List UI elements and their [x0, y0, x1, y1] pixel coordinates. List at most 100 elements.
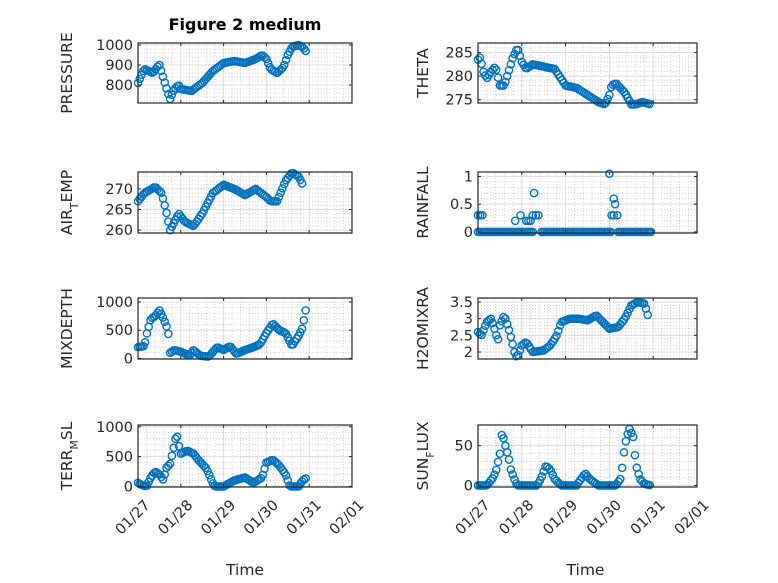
data-point — [508, 339, 517, 349]
y-tick-label: 1 — [464, 169, 473, 185]
data-point — [172, 212, 182, 221]
data-point — [164, 329, 173, 339]
data-point — [493, 457, 503, 467]
data-point — [172, 432, 182, 442]
y-label-rest: SL — [58, 421, 76, 440]
data-point — [506, 465, 516, 474]
y-axis-label: SUNFLUX — [414, 421, 437, 490]
y-label-main: SUN — [414, 458, 432, 491]
data-point — [628, 432, 638, 442]
axes-box — [477, 424, 698, 488]
data-point — [262, 54, 271, 64]
data-point — [169, 443, 178, 453]
data-point — [609, 210, 619, 220]
data-point — [630, 450, 640, 460]
data-point — [486, 476, 496, 485]
data-point — [167, 451, 177, 461]
data-point — [155, 60, 164, 70]
axes-background — [138, 43, 352, 103]
data-point — [158, 313, 168, 322]
subplot-pressure: 800 900 1000 PRESSURE — [58, 32, 353, 114]
data-point — [616, 474, 625, 484]
data-point — [158, 72, 168, 81]
data-point — [281, 471, 291, 480]
y-label-main: H2OMIXRA — [414, 287, 432, 370]
data-point — [619, 447, 629, 457]
y-tick-label: 0.5 — [450, 197, 473, 213]
data-point — [263, 58, 273, 68]
data-point — [488, 65, 497, 75]
data-point — [508, 470, 517, 479]
data-point — [156, 188, 166, 197]
data-series-mixdepth — [133, 306, 310, 361]
data-point — [297, 179, 307, 188]
data-point — [140, 337, 150, 347]
data-point — [158, 475, 168, 484]
data-point — [281, 55, 291, 65]
subplot-rainfall: 0 0.5 1 RAINFALL — [414, 166, 698, 241]
data-point — [491, 65, 501, 75]
y-axis-label: PRESSURE — [58, 32, 76, 114]
data-point — [276, 188, 285, 197]
data-point — [278, 184, 287, 193]
data-point — [206, 474, 216, 484]
y-tick-label: 3 — [464, 312, 473, 328]
data-point — [534, 210, 543, 220]
data-series-pressure — [133, 40, 310, 104]
data-point — [627, 428, 636, 438]
data-point — [162, 208, 171, 218]
data-point — [160, 78, 170, 87]
axes-box — [477, 297, 698, 360]
data-point — [478, 210, 487, 220]
y-tick-label: 0 — [464, 225, 473, 241]
data-point — [529, 188, 539, 198]
data-series-theta — [473, 45, 654, 109]
y-tick-label: 280 — [445, 69, 473, 85]
data-point — [499, 312, 508, 322]
y-axis-label: TERRMSL — [58, 421, 81, 491]
data-point — [634, 469, 643, 479]
data-point — [299, 475, 309, 484]
x-axis-label: Time — [225, 561, 264, 579]
data-point — [160, 201, 170, 210]
data-point — [546, 466, 556, 476]
y-label-subscript: F — [424, 451, 437, 457]
data-point — [552, 331, 561, 341]
subplot-h2omixra: 22.533.5 H2OMIXRA — [414, 287, 698, 370]
data-point — [502, 319, 512, 329]
data-point — [513, 45, 523, 55]
y-axis-label: H2OMIXRA — [414, 287, 432, 370]
data-point — [274, 192, 284, 202]
data-point — [479, 326, 488, 335]
data-point — [501, 314, 510, 323]
data-point — [605, 169, 614, 178]
y-label-main: TERR — [58, 449, 76, 491]
subplot-theta: 275 280 285 THETA — [414, 42, 698, 109]
data-series-h2omixra — [473, 297, 653, 361]
data-point — [165, 459, 175, 469]
data-point — [301, 474, 310, 483]
y-tick-label: 500 — [105, 450, 133, 466]
data-point — [515, 345, 525, 355]
y-tick-label: 285 — [445, 45, 473, 61]
y-tick-label: 3.5 — [450, 295, 473, 311]
data-point — [617, 463, 627, 473]
axes-box — [477, 171, 698, 234]
y-tick-label: 2 — [464, 345, 473, 361]
y-axis-label: RAINFALL — [414, 166, 432, 239]
data-point — [501, 77, 510, 87]
data-point — [510, 475, 519, 484]
data-point — [554, 326, 563, 336]
data-point — [526, 216, 535, 226]
data-point — [203, 466, 212, 476]
data-point — [605, 90, 614, 100]
data-point — [155, 186, 164, 196]
y-label-subscript: T — [68, 202, 81, 210]
data-point — [531, 210, 541, 220]
data-point — [508, 54, 517, 63]
data-point — [162, 322, 171, 331]
data-point — [502, 71, 512, 81]
y-tick-label: 500 — [105, 323, 133, 339]
y-label-main: PRESSURE — [58, 32, 76, 114]
